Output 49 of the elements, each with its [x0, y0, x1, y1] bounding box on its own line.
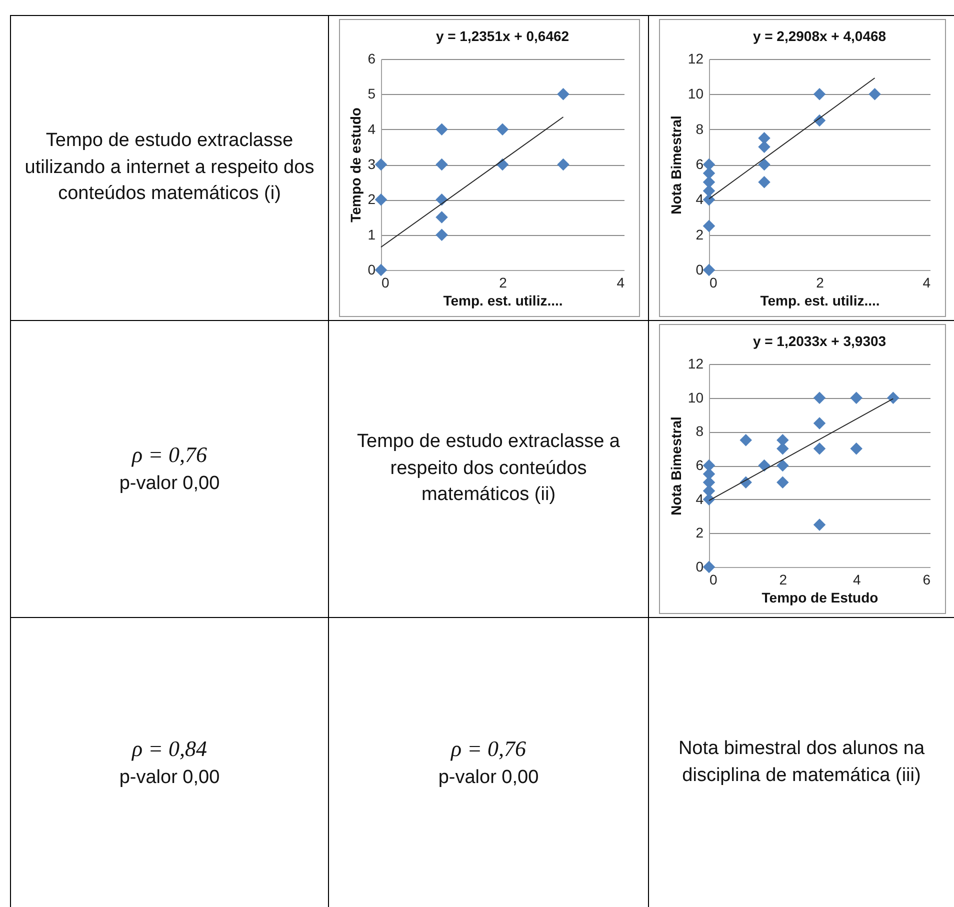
y-tick-label: 5 — [368, 86, 376, 102]
y-tick-label: 0 — [696, 262, 704, 278]
x-tick-label: 0 — [710, 572, 718, 588]
text: ρ = 0,76 — [130, 441, 208, 470]
y-tick-label: 6 — [368, 50, 376, 66]
y-tick-label: 10 — [688, 86, 704, 102]
y-tick-label: 2 — [696, 524, 704, 541]
y-tick-label: 8 — [696, 120, 704, 137]
y-tick-label: 8 — [696, 423, 704, 440]
x-axis-title: Temp. est. utiliz.... — [443, 292, 563, 308]
y-tick-label: 12 — [688, 50, 704, 66]
text: ρ = 0,84 — [130, 734, 208, 763]
text: ρ = 0,76 — [450, 734, 527, 763]
y-tick-label: 12 — [688, 356, 704, 372]
y-tick-label: 2 — [368, 191, 376, 208]
y-tick-label: 2 — [696, 226, 704, 242]
y-tick-label: 4 — [368, 120, 376, 137]
y-tick-label: 10 — [688, 389, 704, 406]
text: Tempo de estudo extraclasse a respeito dos conteúdos matemáticos (ii) — [356, 430, 621, 508]
x-tick-label: 2 — [779, 572, 788, 588]
x-tick-label: 6 — [922, 572, 931, 588]
text: Tempo de estudo extraclasse utilizando a internet a respeito dos conteúdos matemáticos (i) — [24, 129, 316, 206]
chart-title: y = 2,2908x + 4,0468 — [752, 28, 886, 44]
x-tick-label: 0 — [382, 274, 390, 290]
text: Nota bimestral dos alunos na disciplina de matemática (iii) — [677, 736, 926, 788]
x-axis-title: Temp. est. utiliz.... — [760, 292, 880, 308]
y-tick-label: 6 — [696, 457, 704, 473]
y-tick-label: 4 — [696, 191, 704, 208]
y-tick-label: 1 — [368, 226, 376, 242]
x-tick-label: 4 — [852, 572, 861, 588]
y-axis-title: Nota Bimestral — [668, 116, 684, 214]
y-tick-label: 3 — [368, 156, 376, 172]
chart-title: y = 1,2033x + 3,9303 — [752, 333, 886, 349]
x-tick-label: 2 — [816, 274, 824, 290]
x-tick-label: 4 — [922, 274, 931, 290]
x-tick-label: 0 — [710, 274, 718, 290]
y-axis-title: Tempo de estudo — [348, 108, 364, 222]
text: p-valor 0,00 — [438, 766, 539, 790]
y-tick-label: 4 — [696, 490, 704, 507]
x-tick-label: 4 — [616, 274, 625, 290]
text: p-valor 0,00 — [119, 766, 220, 790]
y-axis-title: Nota Bimestral — [668, 416, 684, 516]
y-tick-label: 6 — [696, 156, 704, 172]
x-tick-label: 2 — [499, 274, 508, 290]
y-tick-label: 0 — [696, 558, 704, 574]
text: p-valor 0,00 — [119, 472, 220, 496]
chart-title: y = 1,2351x + 0,6462 — [436, 28, 570, 44]
x-axis-title: Tempo de Estudo — [762, 590, 878, 606]
y-tick-label: 0 — [368, 262, 376, 278]
